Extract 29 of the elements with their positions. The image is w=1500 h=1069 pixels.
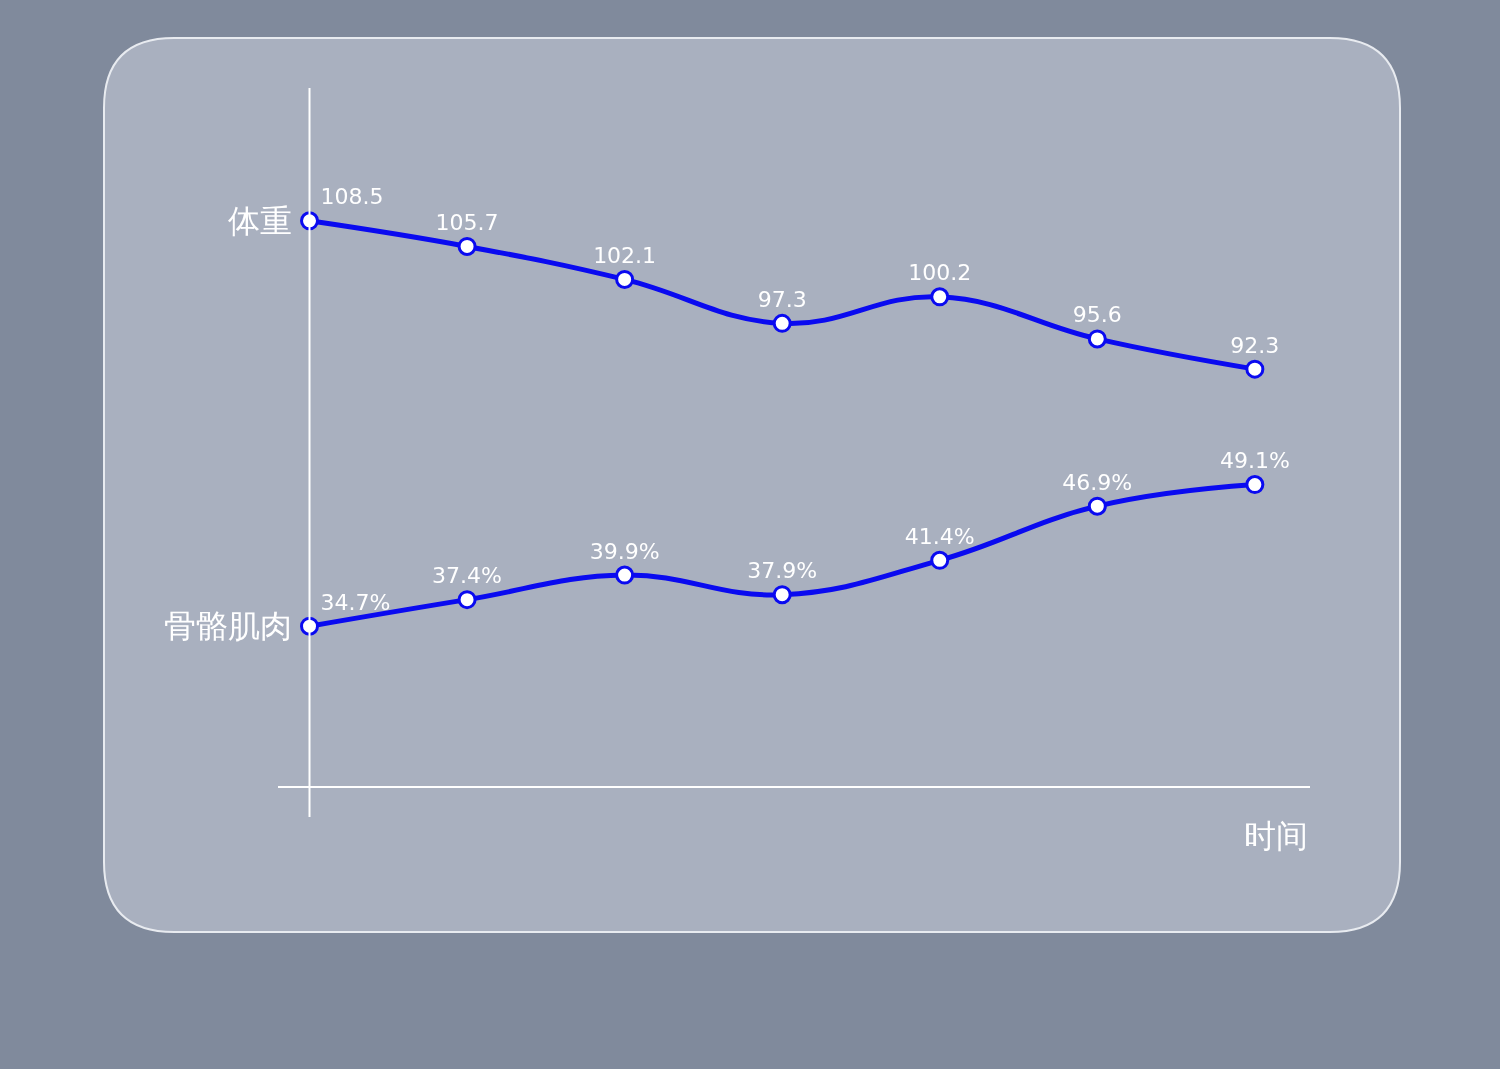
point [772, 313, 792, 333]
data-label: 108.5 [320, 184, 384, 210]
data-label: 39.9% [589, 538, 660, 564]
point [772, 585, 792, 605]
data-label: 37.4% [432, 563, 503, 589]
point [615, 565, 635, 585]
x-axis-title: 时间 [1244, 817, 1308, 855]
data-label: 92.3 [1230, 332, 1280, 358]
data-label: 37.9% [747, 558, 818, 584]
point [1245, 359, 1265, 379]
data-label: 105.7 [435, 209, 499, 235]
data-label: 49.1% [1219, 448, 1290, 474]
data-label: 100.2 [908, 260, 972, 286]
point [1087, 329, 1107, 349]
data-label: 102.1 [593, 242, 657, 268]
data-label: 41.4% [904, 523, 975, 549]
point [615, 269, 635, 289]
series-label: 体重 [228, 202, 292, 240]
point [930, 287, 950, 307]
data-label: 97.3 [757, 286, 807, 312]
data-label: 46.9% [1062, 469, 1133, 495]
point [1245, 475, 1265, 495]
point [457, 236, 477, 256]
point [457, 590, 477, 610]
data-label: 95.6 [1072, 302, 1122, 328]
point [930, 550, 950, 570]
point [1087, 496, 1107, 516]
data-label: 34.7% [320, 589, 391, 615]
series-label: 骨骼肌肉 [164, 607, 292, 645]
